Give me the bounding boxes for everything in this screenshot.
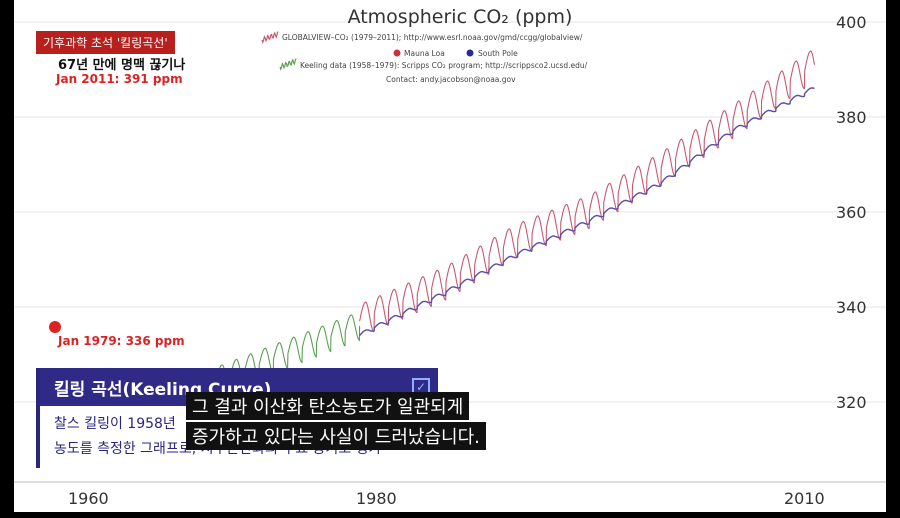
legend-icon-globalview <box>261 31 279 45</box>
series-line-2 <box>359 87 815 336</box>
y-tick-400: 400 <box>836 13 867 32</box>
legend-mauna-loa: Mauna Loa <box>404 49 445 58</box>
info-box-line-1: 찰스 킬링이 1958년 <box>54 416 176 432</box>
x-tick-2010: 2010 <box>784 489 825 508</box>
annotation-1979: Jan 1979: 336 ppm <box>58 334 185 348</box>
annotation-2011: Jan 2011: 391 ppm <box>56 72 183 86</box>
subtitle-line-1: 그 결과 이산화 탄소농도가 일관되게 <box>186 392 470 420</box>
y-tick-340: 340 <box>836 298 867 317</box>
legend-dot-south-pole <box>466 49 474 57</box>
y-tick-360: 360 <box>836 203 867 222</box>
legend-globalview: GLOBALVIEW–CO₂ (1979–2011); http://www.e… <box>282 33 583 42</box>
legend-south-pole: South Pole <box>478 49 518 58</box>
subtitle-line-2: 증가하고 있다는 사실이 드러났습니다. <box>186 422 486 450</box>
subtitle: 그 결과 이산화 탄소농도가 일관되게 증가하고 있다는 사실이 드러났습니다. <box>186 392 546 452</box>
legend-icon-keeling <box>279 58 297 72</box>
legend-keeling: Keeling data (1958–1979): Scripps CO₂ pr… <box>300 61 588 70</box>
y-tick-320: 320 <box>836 393 867 412</box>
chart-title: Atmospheric CO₂ (ppm) <box>347 6 573 28</box>
legend-dot-mauna-loa <box>393 49 401 57</box>
news-tag: 기후과학 초석 '킬링곡선' <box>36 31 175 54</box>
series-line-1 <box>359 50 816 333</box>
x-tick-1980: 1980 <box>356 489 397 508</box>
legend-contact: Contact: andy.jacobson@noaa.gov <box>386 75 516 84</box>
marker-1979-dot <box>49 321 61 333</box>
y-tick-380: 380 <box>836 108 867 127</box>
news-tag-sub: 67년 만에 명맥 끊기나 <box>58 58 186 73</box>
x-tick-1960: 1960 <box>68 489 109 508</box>
